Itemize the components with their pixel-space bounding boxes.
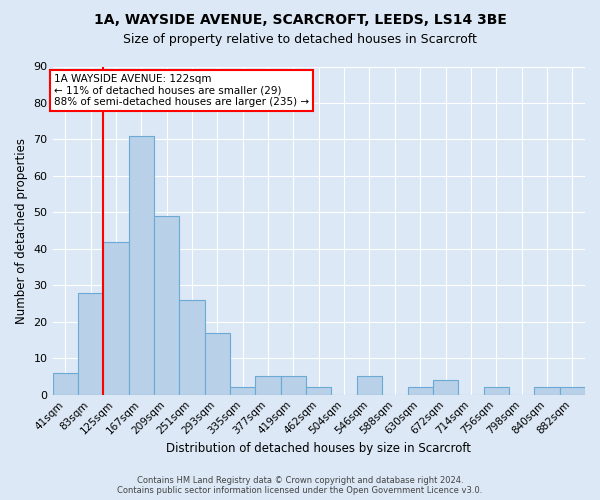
Bar: [53, 373, 78, 394]
Bar: [78, 292, 103, 394]
Bar: [179, 300, 205, 394]
Bar: [281, 376, 306, 394]
Bar: [534, 388, 560, 394]
Bar: [357, 376, 382, 394]
Bar: [103, 242, 128, 394]
Bar: [128, 136, 154, 394]
Text: Size of property relative to detached houses in Scarcroft: Size of property relative to detached ho…: [123, 32, 477, 46]
Bar: [407, 388, 433, 394]
Bar: [560, 388, 585, 394]
Text: Contains HM Land Registry data © Crown copyright and database right 2024.
Contai: Contains HM Land Registry data © Crown c…: [118, 476, 482, 495]
Bar: [433, 380, 458, 394]
Y-axis label: Number of detached properties: Number of detached properties: [15, 138, 28, 324]
Text: 1A, WAYSIDE AVENUE, SCARCROFT, LEEDS, LS14 3BE: 1A, WAYSIDE AVENUE, SCARCROFT, LEEDS, LS…: [94, 12, 506, 26]
X-axis label: Distribution of detached houses by size in Scarcroft: Distribution of detached houses by size …: [166, 442, 471, 455]
Bar: [306, 388, 331, 394]
Bar: [484, 388, 509, 394]
Bar: [256, 376, 281, 394]
Text: 1A WAYSIDE AVENUE: 122sqm
← 11% of detached houses are smaller (29)
88% of semi-: 1A WAYSIDE AVENUE: 122sqm ← 11% of detac…: [54, 74, 309, 107]
Bar: [205, 332, 230, 394]
Bar: [230, 388, 256, 394]
Bar: [154, 216, 179, 394]
